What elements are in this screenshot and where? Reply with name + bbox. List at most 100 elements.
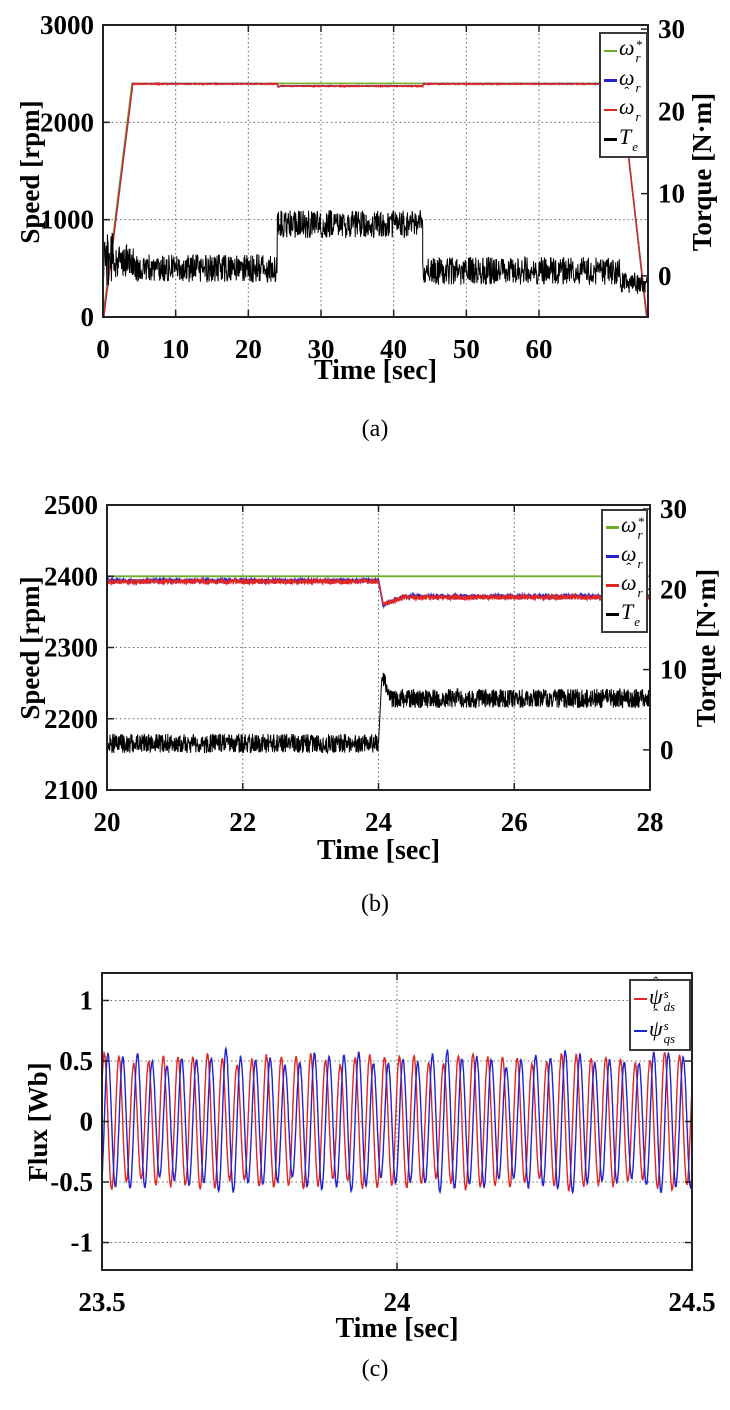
y-tick-label-left: 2500	[44, 490, 98, 520]
series-omega_r_hat	[103, 81, 648, 318]
caption-a: (a)	[361, 416, 389, 442]
x-tick-label: 40	[380, 334, 407, 364]
legend-swatch-torque	[604, 138, 617, 141]
grid-c	[102, 973, 692, 1270]
legend-entry-speed-reference: ω * r	[604, 35, 643, 66]
x-tick-label: 28	[637, 807, 664, 837]
chart-a-ylabel-left: Speed [rpm]	[15, 100, 45, 244]
plot-border-c	[101, 972, 693, 1271]
chart-c-xlabel: Time [sec]	[335, 1313, 459, 1344]
grid-a	[103, 25, 648, 317]
chart-b-ylabel-left: Speed [rpm]	[15, 576, 45, 720]
legend-entry-flux-ds-estimated: ψ ˆ s ds	[634, 974, 686, 1014]
chart-a-canvas: 0 10 20 30 40 50 60 0 1000 2000 3000 0 10 20 30	[40, 10, 685, 364]
chart-a-ylabel-right: Torque [N·m]	[687, 92, 717, 252]
y-tick-label-right: 30	[660, 494, 687, 524]
chart-b-ylabel-right: Torque [N·m]	[691, 568, 721, 728]
y-tick-label-right: 30	[658, 14, 685, 44]
chart-a-xlabel: Time [sec]	[313, 355, 438, 386]
y-tick-label-left: -0.5	[50, 1167, 93, 1197]
hat-accent: ˆ	[653, 1006, 659, 1023]
ticks-c	[101, 973, 693, 1270]
series-psi_qs_hat	[101, 1045, 693, 1195]
x-tick-label: 30	[308, 334, 335, 364]
chart-c-canvas: 23.5 24 24.5 -1 -0.5 0 0.5 1	[50, 972, 716, 1317]
caption-c: (c)	[361, 1356, 389, 1382]
legend-label-flux-ds-estimated: ψ ˆ s ds	[649, 974, 676, 1014]
legend-swatch-speed-reference	[604, 49, 617, 52]
chart-b-canvas: 20 22 24 26 28 2100 2200 2300 2400 2500 0 10 20 30	[44, 490, 687, 837]
legend-swatch-speed-measured	[604, 79, 617, 82]
y-tick-label-right: 20	[658, 96, 685, 126]
legend-swatch-speed-estimated	[606, 584, 619, 587]
y-tick-label-left: -1	[71, 1228, 94, 1258]
y-tick-label-right: 0	[660, 735, 674, 765]
series-omega_r_hat	[106, 576, 651, 606]
legend-swatch-speed-measured	[606, 555, 619, 558]
y-tick-label-left: 2100	[44, 775, 98, 805]
x-tick-label: 10	[162, 334, 189, 364]
legend-label-speed-reference: ω * r	[619, 35, 643, 66]
y-tick-label-left: 0	[81, 302, 95, 332]
y-tick-label-left: 2000	[40, 107, 94, 137]
legend-swatch-speed-reference	[606, 526, 619, 529]
x-tick-label: 60	[526, 334, 553, 364]
plot-border-a	[102, 24, 649, 318]
chart-c-legend: ψ ˆ s ds ψ ˆ s qs	[629, 974, 691, 1051]
y-tick-label-left: 0	[80, 1107, 94, 1137]
legend-label-flux-qs-estimated: ψ ˆ s qs	[649, 1006, 676, 1046]
series-psi_ds_hat	[101, 1050, 693, 1193]
legend-label-speed-reference: ω * r	[621, 512, 645, 542]
legend-swatch-flux-qs-estimated	[634, 1029, 647, 1033]
legend-entry-flux-qs-estimated: ψ ˆ s qs	[634, 1006, 686, 1046]
caption-b: (b)	[361, 891, 389, 917]
y-tick-label-left: 2200	[44, 704, 98, 734]
legend-swatch-flux-ds-estimated	[634, 997, 647, 1001]
y-tick-label-left: 0.5	[59, 1046, 93, 1076]
y-tick-label-left: 2300	[44, 633, 98, 663]
hat-accent: ˆ	[624, 85, 630, 102]
chart-b-xlabel: Time [sec]	[316, 835, 441, 866]
x-tick-label: 22	[229, 807, 256, 837]
y-tick-label-right: 10	[660, 655, 687, 685]
series-T_e	[102, 209, 649, 294]
hat-accent: ˆ	[626, 561, 632, 577]
x-tick-label: 20	[94, 807, 121, 837]
y-tick-label-left: 3000	[40, 10, 94, 40]
x-tick-label: 50	[453, 334, 480, 364]
x-tick-label: 20	[235, 334, 262, 364]
y-tick-label-right: 10	[658, 179, 685, 209]
y-tick-label-left: 2400	[44, 561, 98, 591]
y-tick-label-right: 0	[658, 261, 672, 291]
x-tick-label: 24	[365, 807, 392, 837]
y-tick-label-right: 20	[660, 574, 687, 604]
x-tick-label: 0	[96, 334, 110, 364]
legend-swatch-torque	[606, 613, 619, 616]
y-tick-label-left: 1	[80, 985, 94, 1015]
x-tick-label: 24.5	[668, 1287, 715, 1317]
x-tick-label: 24	[384, 1287, 411, 1317]
hat-accent: ˆ	[653, 974, 659, 991]
x-tick-label: 26	[501, 807, 528, 837]
y-tick-label-left: 1000	[40, 205, 94, 235]
series-T_e	[106, 672, 651, 755]
x-tick-label: 23.5	[78, 1287, 125, 1317]
chart-c-ylabel-left: Flux [Wb]	[23, 1062, 53, 1182]
legend-entry-speed-reference: ω * r	[606, 512, 645, 542]
legend-swatch-speed-estimated	[604, 108, 617, 111]
